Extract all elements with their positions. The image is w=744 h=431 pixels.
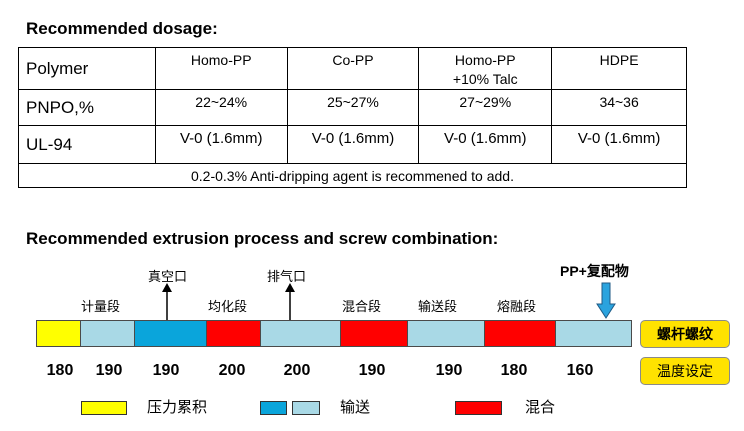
zone-conveying (80, 320, 135, 347)
feed-arrow-icon (596, 282, 616, 319)
segment-label-conveying: 输送段 (418, 300, 458, 315)
table-cell: V-0 (1.6mm) (154, 125, 288, 164)
segment-label-melting: 熔融段 (497, 300, 537, 315)
column-header-text: Homo-PP +10% Talc (452, 52, 518, 87)
temperature-value: 200 (283, 362, 311, 379)
zone-mixing (484, 320, 556, 347)
feed-label: PP+复配物 (560, 263, 629, 279)
temperature-value: 190 (95, 362, 123, 379)
temperature-value: 200 (218, 362, 246, 379)
table-cell: 34~36 (551, 89, 687, 126)
screw-thread-tag: 螺杆螺纹 (640, 320, 730, 348)
table-cell: 25~27% (286, 89, 420, 126)
zone-mixing (340, 320, 408, 347)
row-label: PNPO,% (18, 89, 156, 126)
zone-pressure (36, 320, 81, 347)
table-row: UL-94 V-0 (1.6mm) V-0 (1.6mm) V-0 (1.6mm… (18, 125, 687, 164)
zone-conveying (555, 320, 632, 347)
legend-swatch-conveying-dark (260, 401, 287, 415)
legend-swatch-conveying-light (292, 401, 320, 415)
temperature-value: 180 (500, 362, 528, 379)
vent-port-label: 排气口 (267, 270, 307, 285)
zone-conveying (260, 320, 341, 347)
row-label: UL-94 (18, 125, 156, 164)
table-note: 0.2-0.3% Anti-dripping agent is recommen… (18, 163, 687, 188)
vent-port-arrow-icon (285, 283, 295, 321)
temperature-value: 160 (566, 362, 594, 379)
temperature-value: 180 (46, 362, 74, 379)
legend-label-pressure: 压力累积 (147, 399, 208, 416)
segment-label-metering: 计量段 (81, 300, 121, 315)
segment-label-mixing: 混合段 (342, 300, 382, 315)
vacuum-port-arrow-icon (162, 283, 172, 321)
temperature-value: 190 (358, 362, 386, 379)
legend-swatch-mixing (455, 401, 502, 415)
extrusion-title: Recommended extrusion process and screw … (26, 229, 499, 248)
vacuum-port-label: 真空口 (148, 270, 188, 285)
header-label: Polymer (18, 47, 156, 90)
table-row-note: 0.2-0.3% Anti-dripping agent is recommen… (18, 163, 687, 188)
column-header: HDPE (551, 47, 687, 90)
table-row: PNPO,% 22~24% 25~27% 27~29% 34~36 (18, 89, 687, 126)
table-cell: 22~24% (154, 89, 288, 126)
zone-conveying (407, 320, 485, 347)
table-cell: V-0 (1.6mm) (286, 125, 420, 164)
temperature-value: 190 (435, 362, 463, 379)
table-row-header: Polymer Homo-PP Co-PP Homo-PP +10% Talc … (18, 47, 687, 90)
table-cell: V-0 (1.6mm) (418, 125, 553, 164)
segment-label-homogenizing: 均化段 (208, 300, 248, 315)
temperature-setting-tag: 温度设定 (640, 357, 730, 385)
column-header: Co-PP (286, 47, 420, 90)
table-cell: 27~29% (418, 89, 553, 126)
zone-mixing (206, 320, 261, 347)
column-header: Homo-PP (154, 47, 288, 90)
temperature-value: 190 (152, 362, 180, 379)
legend-swatch-pressure (81, 401, 127, 415)
table-cell: V-0 (1.6mm) (551, 125, 687, 164)
dosage-title: Recommended dosage: (26, 19, 218, 38)
column-header: Homo-PP +10% Talc (418, 47, 553, 90)
zone-conveying-vacuum (134, 320, 207, 347)
legend-label-mixing: 混合 (525, 399, 556, 416)
dosage-table: Polymer Homo-PP Co-PP Homo-PP +10% Talc … (18, 47, 687, 188)
legend-label-conveying: 输送 (340, 399, 371, 416)
